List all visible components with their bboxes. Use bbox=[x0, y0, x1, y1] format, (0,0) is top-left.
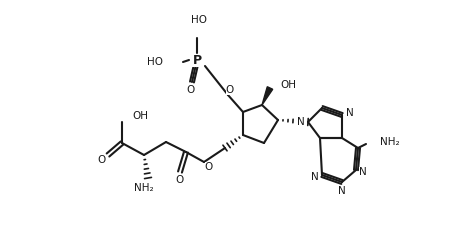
Text: N: N bbox=[296, 117, 304, 127]
Text: OH: OH bbox=[131, 111, 148, 121]
Text: O: O bbox=[175, 175, 184, 185]
Polygon shape bbox=[262, 87, 272, 105]
Text: NH₂: NH₂ bbox=[134, 183, 153, 193]
Text: O: O bbox=[98, 155, 106, 165]
Text: OH: OH bbox=[279, 80, 295, 90]
Text: P: P bbox=[192, 53, 201, 67]
Text: N: N bbox=[338, 186, 345, 196]
Text: O: O bbox=[187, 85, 195, 95]
Text: N: N bbox=[358, 167, 366, 177]
Text: NH₂: NH₂ bbox=[379, 137, 399, 147]
Text: N: N bbox=[311, 172, 318, 182]
Text: HO: HO bbox=[147, 57, 163, 67]
Text: HO: HO bbox=[191, 15, 206, 25]
Text: O: O bbox=[225, 85, 234, 95]
Text: N: N bbox=[345, 108, 353, 118]
Text: O: O bbox=[205, 162, 213, 172]
